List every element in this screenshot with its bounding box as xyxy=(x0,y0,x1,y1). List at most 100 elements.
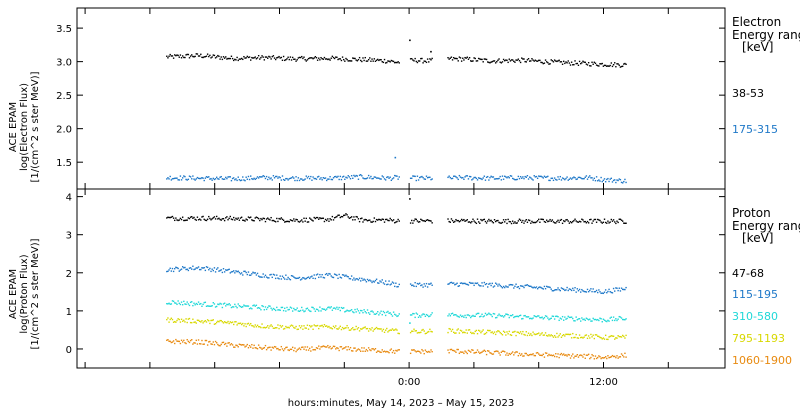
data-point xyxy=(388,329,390,332)
data-point xyxy=(586,318,589,320)
data-point xyxy=(337,328,339,330)
data-point xyxy=(299,279,302,281)
data-point xyxy=(624,352,626,355)
data-point xyxy=(370,221,372,223)
data-point xyxy=(397,332,399,335)
data-point xyxy=(507,333,509,335)
data-point xyxy=(494,333,497,336)
data-point xyxy=(320,276,322,278)
data-point xyxy=(360,309,362,312)
data-point xyxy=(423,60,425,62)
data-point xyxy=(333,217,336,219)
data-point xyxy=(543,62,546,64)
data-point xyxy=(178,179,180,181)
data-point xyxy=(230,271,233,273)
data-point xyxy=(262,175,264,177)
data-point xyxy=(447,331,449,334)
data-point xyxy=(270,216,272,219)
data-point xyxy=(510,334,513,337)
data-point xyxy=(254,178,256,181)
data-point xyxy=(624,288,626,291)
data-point xyxy=(369,279,371,281)
data-point xyxy=(555,178,557,181)
data-point xyxy=(604,181,607,183)
data-point xyxy=(307,309,310,311)
data-point xyxy=(591,320,593,322)
data-point xyxy=(192,265,194,267)
data-point xyxy=(572,353,574,355)
data-point xyxy=(550,288,552,290)
data-point xyxy=(259,307,261,309)
data-point xyxy=(240,57,243,60)
data-point xyxy=(611,319,614,322)
data-point xyxy=(548,286,550,288)
electron-panel-frame xyxy=(76,7,726,190)
data-point xyxy=(378,314,380,316)
data-point xyxy=(203,343,205,345)
data-point xyxy=(220,219,222,221)
data-point xyxy=(191,322,193,324)
data-point xyxy=(553,334,556,337)
data-point xyxy=(324,58,327,60)
data-point xyxy=(519,61,522,64)
data-point xyxy=(535,316,538,318)
data-point xyxy=(364,310,366,313)
data-point xyxy=(619,66,622,68)
data-point xyxy=(576,318,579,321)
data-point xyxy=(312,328,314,330)
data-point xyxy=(533,333,535,335)
data-point xyxy=(389,312,391,314)
data-point xyxy=(618,356,620,358)
data-point xyxy=(242,305,244,308)
data-point xyxy=(311,346,313,348)
data-point xyxy=(198,55,201,57)
data-point xyxy=(589,337,591,339)
data-point xyxy=(595,357,598,360)
data-point xyxy=(306,276,309,279)
data-point xyxy=(395,61,397,64)
data-point xyxy=(467,349,470,352)
data-point xyxy=(336,274,338,277)
data-point xyxy=(356,278,359,280)
data-point xyxy=(273,57,276,59)
data-point xyxy=(242,58,244,61)
data-point xyxy=(193,302,195,304)
data-point xyxy=(621,318,624,321)
data-point xyxy=(202,343,204,345)
data-point xyxy=(466,332,469,334)
data-point xyxy=(428,176,430,179)
data-point xyxy=(297,57,300,59)
data-point xyxy=(525,284,527,286)
proton-legend-title-2: Energy ranges xyxy=(732,219,800,233)
data-point xyxy=(414,175,416,178)
data-point xyxy=(345,213,347,215)
data-point xyxy=(532,287,534,289)
data-point xyxy=(357,218,360,220)
data-point xyxy=(483,315,486,317)
data-point-outlier xyxy=(430,50,432,53)
data-point xyxy=(396,286,398,288)
data-point xyxy=(391,220,394,222)
data-point xyxy=(355,278,357,280)
data-point xyxy=(473,284,475,287)
data-point xyxy=(477,221,480,223)
data-point xyxy=(413,60,415,62)
data-point xyxy=(583,61,585,63)
data-point xyxy=(379,351,381,353)
data-point xyxy=(248,274,251,276)
data-point xyxy=(211,319,213,322)
data-point xyxy=(451,282,454,284)
data-point xyxy=(269,178,271,180)
y-tick-label: 2 xyxy=(66,269,72,280)
data-point xyxy=(572,220,574,223)
data-point xyxy=(367,279,370,282)
data-point xyxy=(221,321,224,323)
data-point xyxy=(259,176,261,178)
data-point xyxy=(566,286,568,289)
data-point xyxy=(315,216,318,219)
data-point xyxy=(318,345,320,347)
data-point xyxy=(243,325,245,327)
data-point xyxy=(322,345,324,347)
data-point xyxy=(509,221,512,223)
data-point xyxy=(227,269,229,271)
